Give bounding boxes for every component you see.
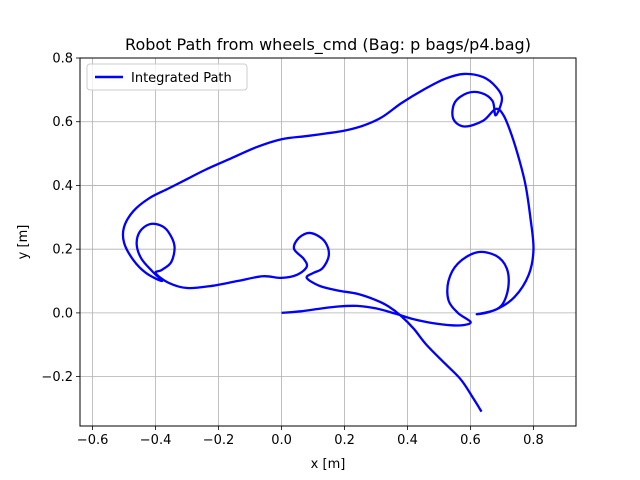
x-tick-label: 0.0 <box>271 433 292 448</box>
series-layer <box>121 72 535 413</box>
x-tick-label: −0.4 <box>140 433 172 448</box>
x-tick-label: 0.4 <box>397 433 418 448</box>
y-tick-label: 0.2 <box>52 243 73 258</box>
legend: Integrated Path <box>86 63 248 91</box>
legend-entry-integrated-path: Integrated Path <box>131 71 232 86</box>
y-axis-ticks: −0.2 0.0 0.2 0.4 0.6 0.8 <box>41 52 80 385</box>
series-line-integrated-path <box>121 72 535 413</box>
x-tick-label: 0.2 <box>334 433 355 448</box>
y-axis-label: y [m] <box>16 225 31 260</box>
x-axis-ticks: −0.6 −0.4 −0.2 0.0 0.2 0.4 0.6 0.8 <box>77 426 544 448</box>
y-tick-label: 0.8 <box>52 52 73 67</box>
y-tick-label: 0.6 <box>52 115 73 130</box>
y-tick-label: −0.2 <box>41 370 73 385</box>
x-tick-label: 0.8 <box>523 433 544 448</box>
x-tick-label: −0.2 <box>203 433 235 448</box>
y-tick-label: 0.0 <box>52 306 73 321</box>
chart-title: Robot Path from wheels_cmd (Bag: p bags/… <box>125 35 531 55</box>
y-tick-label: 0.4 <box>52 179 73 194</box>
legend-box <box>86 63 248 91</box>
x-tick-label: 0.6 <box>460 433 481 448</box>
x-axis-label: x [m] <box>311 457 346 472</box>
x-tick-label: −0.6 <box>77 433 109 448</box>
plot-frame <box>79 57 577 427</box>
